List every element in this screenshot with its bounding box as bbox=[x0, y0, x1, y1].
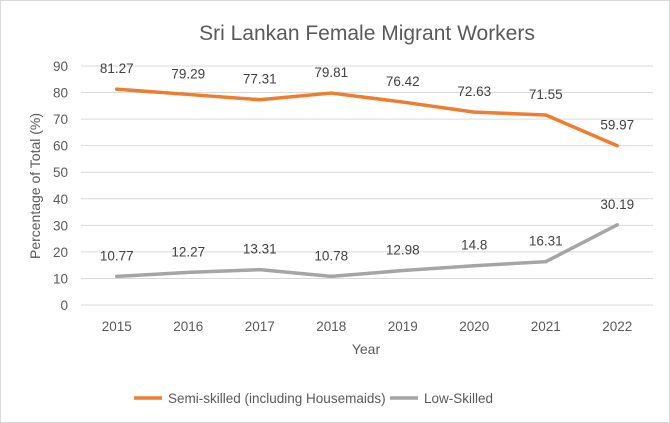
x-axis-title: Year bbox=[352, 341, 381, 357]
series-line-2 bbox=[115, 223, 619, 279]
data-label: 72.63 bbox=[457, 84, 491, 99]
data-label: 14.8 bbox=[461, 238, 487, 253]
chart-title: Sri Lankan Female Migrant Workers bbox=[199, 22, 535, 45]
legend-item: Semi-skilled (including Housemaids) bbox=[134, 391, 386, 406]
x-tick-label: 2020 bbox=[459, 319, 489, 334]
data-label: 16.31 bbox=[529, 234, 563, 249]
y-tick-label: 50 bbox=[53, 165, 68, 180]
gridlines bbox=[81, 65, 653, 306]
data-label: 79.29 bbox=[171, 66, 205, 81]
data-label: 10.78 bbox=[314, 248, 348, 263]
y-tick-label: 70 bbox=[53, 112, 68, 127]
series-lines bbox=[115, 87, 619, 279]
data-labels: 81.27 79.29 77.31 79.81 76.42 72.63 71.55 59.97… bbox=[100, 61, 634, 263]
y-tick-label: 40 bbox=[53, 192, 68, 207]
data-label: 77.31 bbox=[243, 72, 277, 87]
y-tick-label: 20 bbox=[53, 245, 68, 260]
x-tick-label: 2015 bbox=[102, 319, 132, 334]
y-axis-title: Percentage of Total (%) bbox=[27, 113, 43, 259]
x-axis-ticks: 2015 2016 2017 2018 2019 2020 2021 2022 bbox=[102, 319, 633, 334]
x-tick-label: 2016 bbox=[173, 319, 203, 334]
data-label: 12.98 bbox=[386, 243, 420, 258]
data-label: 13.31 bbox=[243, 242, 277, 257]
legend-label: Low-Skilled bbox=[424, 391, 493, 406]
data-label: 12.27 bbox=[171, 244, 205, 259]
legend: Semi-skilled (including Housemaids) Low-S… bbox=[134, 391, 493, 406]
y-tick-label: 10 bbox=[53, 271, 68, 286]
x-tick-label: 2018 bbox=[316, 319, 346, 334]
legend-item: Low-Skilled bbox=[390, 391, 493, 406]
y-axis-ticks: 0 10 20 30 40 50 60 70 80 90 bbox=[53, 59, 68, 313]
x-tick-label: 2022 bbox=[602, 319, 632, 334]
data-label: 71.55 bbox=[529, 87, 563, 102]
data-label: 10.77 bbox=[100, 248, 134, 263]
y-tick-label: 30 bbox=[53, 218, 68, 233]
x-tick-label: 2019 bbox=[388, 319, 418, 334]
y-tick-label: 0 bbox=[60, 298, 68, 313]
y-tick-label: 60 bbox=[53, 139, 68, 154]
data-label: 79.81 bbox=[314, 65, 348, 80]
legend-label: Semi-skilled (including Housemaids) bbox=[168, 391, 386, 406]
y-tick-label: 90 bbox=[53, 59, 68, 74]
data-label: 30.19 bbox=[600, 197, 634, 212]
data-label: 81.27 bbox=[100, 61, 134, 76]
x-tick-label: 2017 bbox=[245, 319, 275, 334]
data-label: 59.97 bbox=[600, 118, 634, 133]
y-tick-label: 80 bbox=[53, 86, 68, 101]
series-line-1 bbox=[115, 87, 619, 148]
x-tick-label: 2021 bbox=[531, 319, 561, 334]
data-label: 76.42 bbox=[386, 74, 420, 89]
